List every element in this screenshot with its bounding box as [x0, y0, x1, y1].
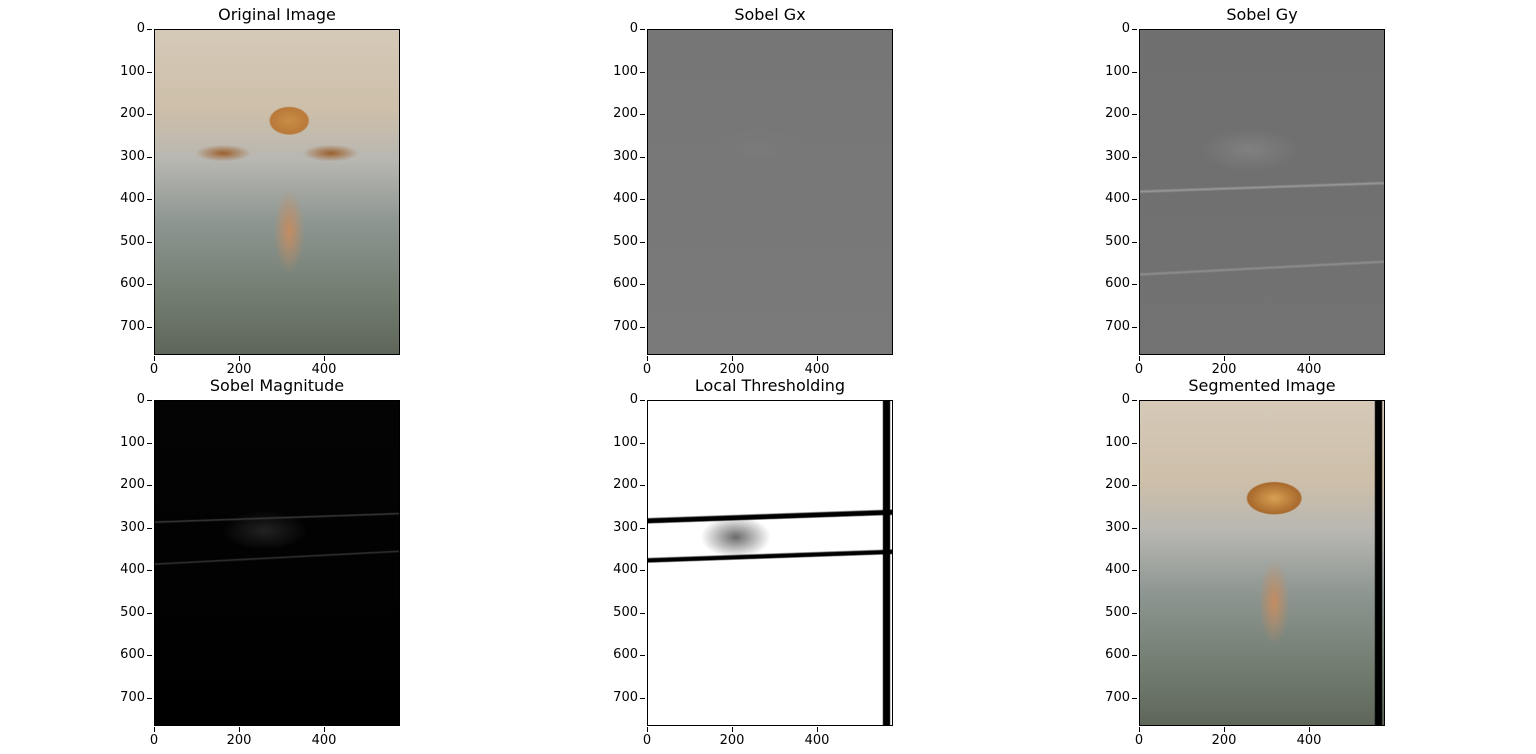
- y-tick-label: 600: [598, 648, 647, 662]
- x-tick-label: 400: [304, 726, 344, 748]
- y-tick-label: 100: [1090, 64, 1139, 79]
- panel-title: Sobel Gy: [1226, 5, 1298, 24]
- y-tick-label: 100: [598, 64, 647, 79]
- y-tick-label: 0: [1090, 393, 1139, 407]
- y-tick-label: 300: [598, 149, 647, 164]
- panel-image: [154, 29, 400, 355]
- x-tick-label: 200: [219, 355, 259, 377]
- y-tick-label: 400: [105, 192, 154, 206]
- y-tick-label: 600: [105, 648, 154, 662]
- y-tick-label: 100: [105, 64, 154, 79]
- panel-title: Local Thresholding: [694, 376, 846, 395]
- panel-title: Sobel Magnitude: [209, 376, 345, 395]
- panel-image: [647, 29, 893, 355]
- panel-segmented: Segmented Image 0 100 200 300 400 500 600 700 0 20…: [1105, 376, 1385, 748]
- y-tick-label: 400: [1090, 192, 1139, 206]
- y-tick-label: 700: [1090, 319, 1139, 334]
- y-tick-label: 600: [1090, 648, 1139, 662]
- y-tick-label: 0: [105, 393, 154, 407]
- y-tick-label: 500: [1090, 605, 1139, 620]
- x-tick-label: 0: [134, 726, 174, 748]
- y-tick-label: 500: [105, 234, 154, 249]
- x-tick-label: 0: [627, 355, 667, 377]
- panel-title: Sobel Gx: [734, 5, 806, 24]
- y-tick-label: 200: [1090, 478, 1139, 492]
- y-tick-label: 500: [105, 605, 154, 620]
- y-tick-label: 600: [598, 277, 647, 291]
- y-tick-label: 100: [105, 435, 154, 450]
- y-tick-label: 200: [105, 478, 154, 492]
- y-tick-label: 600: [105, 277, 154, 291]
- y-tick-label: 200: [1090, 107, 1139, 121]
- panel-image: [1139, 29, 1385, 355]
- y-tick-label: 700: [598, 690, 647, 705]
- y-tick-label: 200: [598, 478, 647, 492]
- panel-image: [647, 400, 893, 726]
- y-tick-label: 200: [598, 107, 647, 121]
- y-tick-label: 400: [598, 192, 647, 206]
- x-tick-label: 400: [304, 355, 344, 377]
- x-tick-label: 200: [219, 726, 259, 748]
- y-tick-label: 500: [598, 605, 647, 620]
- panel-sobel-gx: Sobel Gx 0 100 200 300 400 500 600 700 0 200 400: [613, 5, 893, 377]
- x-tick-label: 0: [1119, 355, 1159, 377]
- y-tick-label: 0: [598, 393, 647, 407]
- x-tick-label: 0: [1119, 726, 1159, 748]
- y-tick-label: 400: [1090, 563, 1139, 577]
- y-tick-label: 0: [105, 22, 154, 36]
- panel-image: [154, 400, 400, 726]
- panel-local-thresholding: Local Thresholding 0 100 200 300 400 500 600 700…: [613, 376, 893, 748]
- y-tick-label: 400: [598, 563, 647, 577]
- panel-original: Original Image 0 100 200 300 400 500 600 700 0 200…: [120, 5, 400, 377]
- y-tick-label: 300: [105, 520, 154, 535]
- y-tick-label: 300: [105, 149, 154, 164]
- x-tick-label: 0: [627, 726, 667, 748]
- y-tick-label: 300: [1090, 149, 1139, 164]
- y-tick-label: 100: [1090, 435, 1139, 450]
- y-tick-label: 700: [105, 690, 154, 705]
- panel-sobel-magnitude: Sobel Magnitude 0 100 200 300 400 500 600 700 0 20…: [120, 376, 400, 748]
- x-tick-label: 200: [1204, 726, 1244, 748]
- y-tick-label: 700: [1090, 690, 1139, 705]
- y-tick-label: 400: [105, 563, 154, 577]
- y-tick-label: 700: [598, 319, 647, 334]
- y-tick-label: 300: [598, 520, 647, 535]
- y-tick-label: 600: [1090, 277, 1139, 291]
- y-tick-label: 500: [598, 234, 647, 249]
- y-tick-label: 300: [1090, 520, 1139, 535]
- panel-image: [1139, 400, 1385, 726]
- y-tick-label: 0: [598, 22, 647, 36]
- y-tick-label: 200: [105, 107, 154, 121]
- x-tick-label: 200: [712, 726, 752, 748]
- x-tick-label: 0: [134, 355, 174, 377]
- y-tick-label: 100: [598, 435, 647, 450]
- panel-sobel-gy: Sobel Gy 0 100 200 300 400 500 600 700 0 200 400: [1105, 5, 1385, 377]
- x-tick-label: 200: [1204, 355, 1244, 377]
- panel-title: Original Image: [218, 5, 336, 24]
- x-tick-label: 400: [797, 355, 837, 377]
- y-tick-label: 500: [1090, 234, 1139, 249]
- x-tick-label: 400: [1289, 726, 1329, 748]
- x-tick-label: 200: [712, 355, 752, 377]
- x-tick-label: 400: [797, 726, 837, 748]
- panel-title: Segmented Image: [1188, 376, 1336, 395]
- y-tick-label: 700: [105, 319, 154, 334]
- x-tick-label: 400: [1289, 355, 1329, 377]
- y-tick-label: 0: [1090, 22, 1139, 36]
